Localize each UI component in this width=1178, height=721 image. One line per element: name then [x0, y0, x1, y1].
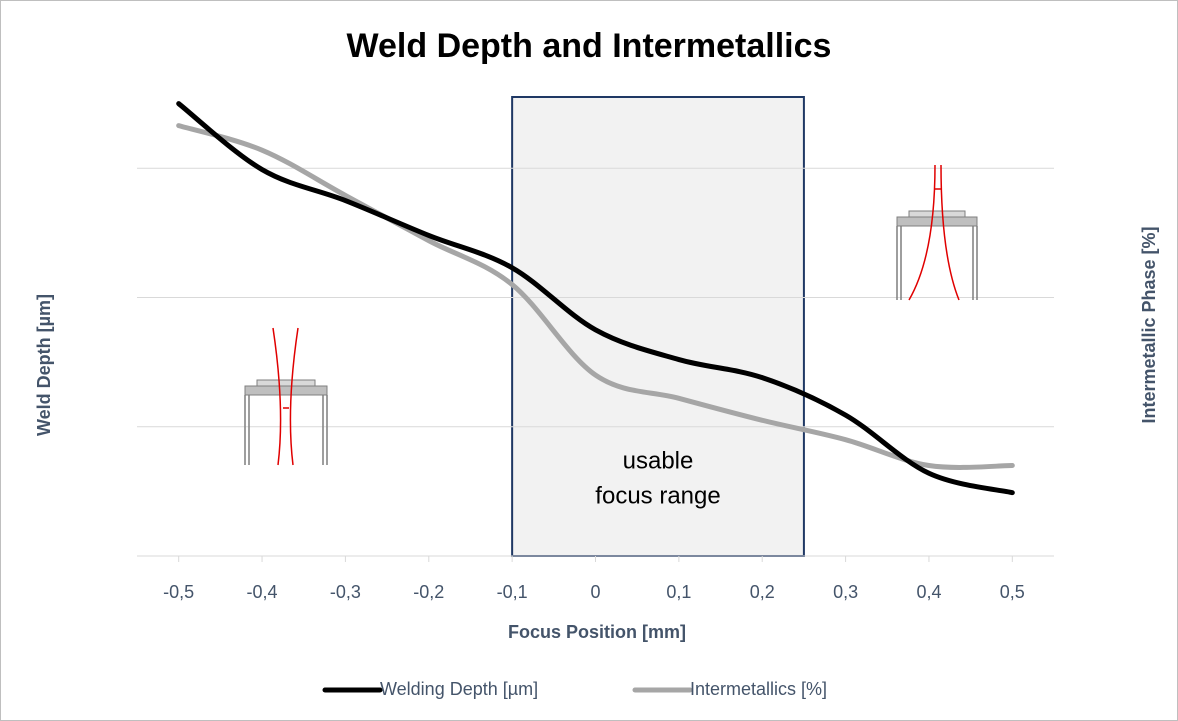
focus-range-box: [511, 96, 805, 557]
x-tick-label: 0,1: [666, 582, 691, 602]
y-axis-title: Weld Depth [µm]: [34, 294, 54, 436]
y2-axis-title: Intermetallic Phase [%]: [1139, 226, 1159, 423]
x-tick-label: -0,4: [247, 582, 278, 602]
x-tick-label: -0,3: [330, 582, 361, 602]
icon-left: [244, 327, 328, 466]
x-tick-label: 0,3: [833, 582, 858, 602]
legend-label: Intermetallics [%]: [690, 679, 827, 699]
icon-right: [896, 164, 978, 301]
x-tick-label: -0,1: [497, 582, 528, 602]
x-tick-label: 0,5: [1000, 582, 1025, 602]
legend-label: Welding Depth [µm]: [380, 679, 538, 699]
x-tick-label: -0,2: [413, 582, 444, 602]
plot-area: usable focus range -0,5 -0,4 -0,3 -0,2 -0,1 0 0,…: [137, 96, 1054, 602]
series-line: [176, 101, 1015, 496]
x-tick-label: 0,4: [916, 582, 941, 602]
x-tick-label: 0,2: [750, 582, 775, 602]
annotation-text: focus range: [595, 482, 720, 509]
x-axis-title: Focus Position [mm]: [508, 622, 686, 642]
x-tick-label: -0,5: [163, 582, 194, 602]
chart-title: Weld Depth and Intermetallics: [347, 27, 832, 65]
x-tick-label: 0: [590, 582, 600, 602]
series-line: [176, 123, 1015, 470]
annotation-text: usable: [623, 447, 694, 474]
